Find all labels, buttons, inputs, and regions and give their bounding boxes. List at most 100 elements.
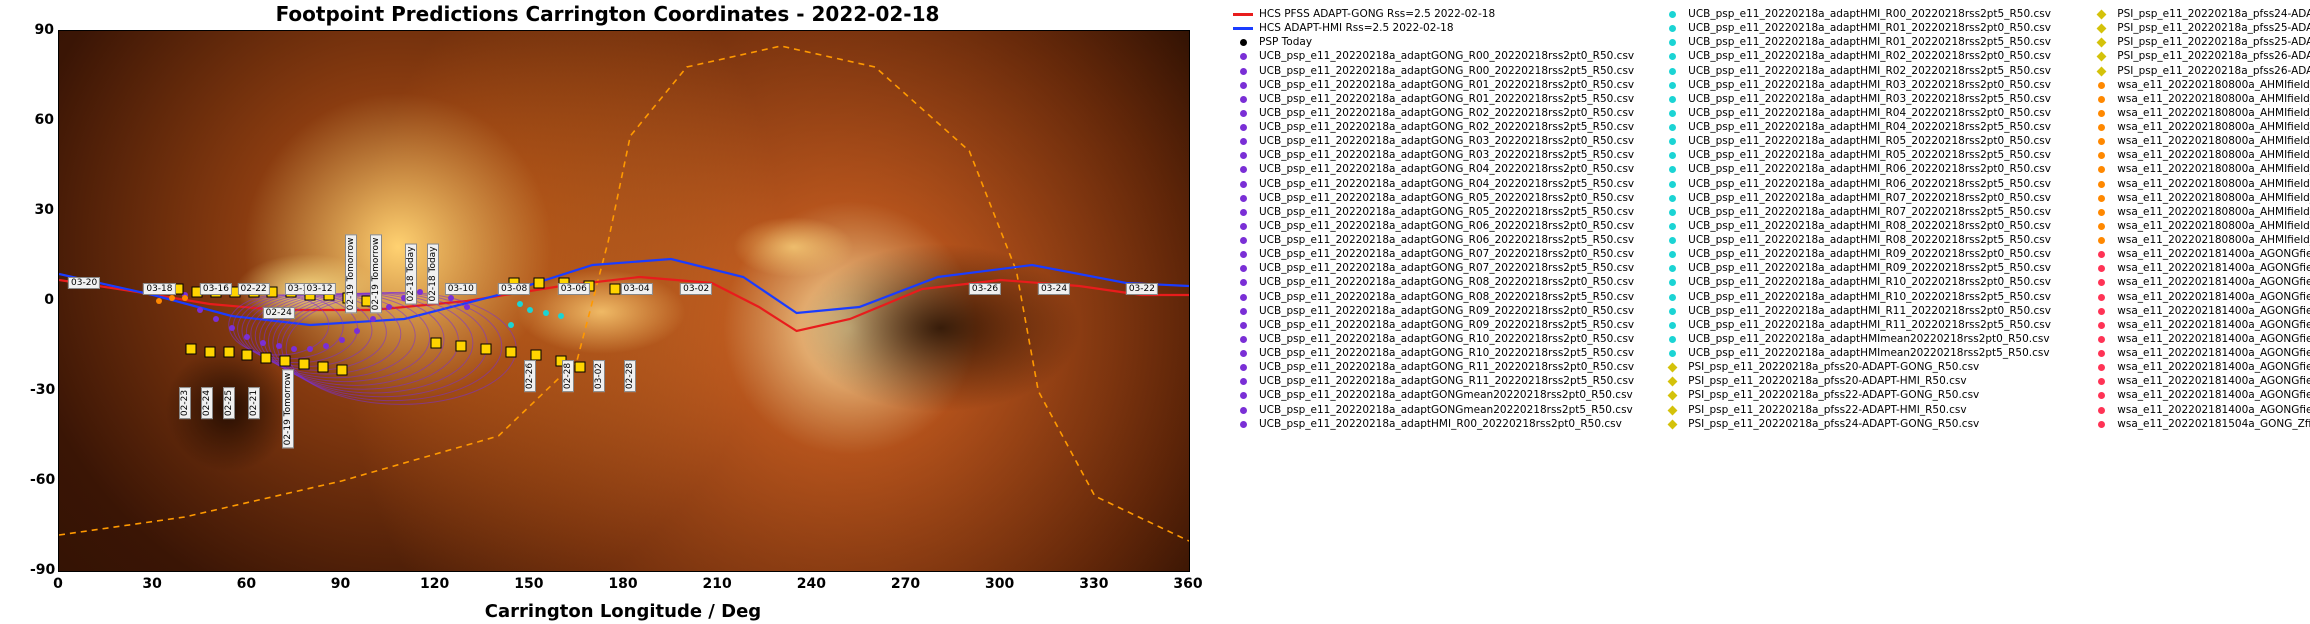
- date-annotation: 03-24: [1038, 283, 1070, 295]
- scatter-point: [339, 337, 345, 343]
- legend-entry: wsa_e11_202202180800a_AHMIfield_line1R00…: [2091, 149, 2310, 162]
- date-annotation: 02-19 Tomorrow: [370, 235, 382, 314]
- date-annotation: 03-22: [1126, 283, 1158, 295]
- legend-entry: wsa_e11_202202180800a_AHMIfield_line1R00…: [2091, 178, 2310, 191]
- legend-entry: UCB_psp_e11_20220218a_adaptHMI_R10_20220…: [1662, 276, 2063, 289]
- date-annotation: 02-25: [223, 387, 235, 419]
- legend-entry: wsa_e11_202202180800a_AHMIfield_line1R00…: [2091, 93, 2310, 106]
- date-annotation: 02-24: [263, 307, 295, 319]
- date-annotation: 02-28: [624, 360, 636, 392]
- x-tick: 210: [703, 576, 732, 592]
- track-marker: [506, 347, 517, 358]
- scatter-point: [464, 304, 470, 310]
- track-marker: [223, 347, 234, 358]
- legend-entry: wsa_e11_202202181400a_AGONGfield_line1R0…: [2091, 276, 2310, 289]
- legend-entry: UCB_psp_e11_20220218a_adaptGONG_R01_2022…: [1233, 93, 1634, 106]
- legend-entry: wsa_e11_202202181400a_AGONGfield_line1R0…: [2091, 262, 2310, 275]
- legend-entry: wsa_e11_202202181400a_AGONGfield_line1R0…: [2091, 291, 2310, 304]
- y-tick: 60: [30, 112, 54, 128]
- legend-entry: UCB_psp_e11_20220218a_adaptGONG_R06_2022…: [1233, 234, 1634, 247]
- legend-entry: UCB_psp_e11_20220218a_adaptGONG_R11_2022…: [1233, 375, 1634, 388]
- y-tick: 0: [30, 292, 54, 308]
- date-annotation: 03-08: [498, 283, 530, 295]
- date-annotation: 02-21: [248, 387, 260, 419]
- legend-entry: UCB_psp_e11_20220218a_adaptGONG_R05_2022…: [1233, 192, 1634, 205]
- legend-entry: PSI_psp_e11_20220218a_pfss22-ADAPT-HMI_R…: [1662, 404, 2063, 417]
- track-marker: [531, 350, 542, 361]
- date-annotation: 03-18: [143, 283, 175, 295]
- legend-entry: UCB_psp_e11_20220218a_adaptGONG_R08_2022…: [1233, 276, 1634, 289]
- y-tick: -60: [30, 472, 54, 488]
- x-tick: 30: [142, 576, 161, 592]
- legend-entry: UCB_psp_e11_20220218a_adaptHMI_R05_20220…: [1662, 149, 2063, 162]
- legend-entry: UCB_psp_e11_20220218a_adaptGONG_R03_2022…: [1233, 135, 1634, 148]
- legend-entry: UCB_psp_e11_20220218a_adaptGONG_R10_2022…: [1233, 333, 1634, 346]
- scatter-point: [182, 295, 188, 301]
- x-tick: 60: [237, 576, 256, 592]
- legend-entry: UCB_psp_e11_20220218a_adaptGONG_R02_2022…: [1233, 107, 1634, 120]
- legend-entry: wsa_e11_202202180800a_AHMIfield_line1R00…: [2091, 79, 2310, 92]
- legend-entry: UCB_psp_e11_20220218a_adaptGONG_R00_2022…: [1233, 50, 1634, 63]
- legend-entry: UCB_psp_e11_20220218a_adaptHMI_R08_20220…: [1662, 234, 2063, 247]
- legend-entry: UCB_psp_e11_20220218a_adaptHMI_R08_20220…: [1662, 220, 2063, 233]
- scatter-point: [558, 313, 564, 319]
- date-annotation: 02-26: [524, 360, 536, 392]
- legend-entry: UCB_psp_e11_20220218a_adaptHMImean202202…: [1662, 333, 2063, 346]
- legend-entry: wsa_e11_202202181400a_AGONGfield_line1R0…: [2091, 347, 2310, 360]
- x-axis-label: Carrington Longitude / Deg: [58, 601, 1188, 622]
- scatter-point: [508, 322, 514, 328]
- scatter-point: [543, 310, 549, 316]
- legend-entry: HCS ADAPT-HMI Rss=2.5 2022-02-18: [1233, 22, 1634, 35]
- legend-entry: UCB_psp_e11_20220218a_adaptGONG_R11_2022…: [1233, 361, 1634, 374]
- curve-layer: [59, 31, 1189, 571]
- legend-entry: wsa_e11_202202181400a_AGONGfield_line1R0…: [2091, 375, 2310, 388]
- legend-entry: UCB_psp_e11_20220218a_adaptHMI_R04_20220…: [1662, 107, 2063, 120]
- legend-entry: UCB_psp_e11_20220218a_adaptHMI_R07_20220…: [1662, 192, 2063, 205]
- legend-entry: UCB_psp_e11_20220218a_adaptHMI_R11_20220…: [1662, 319, 2063, 332]
- legend-entry: UCB_psp_e11_20220218a_adaptGONG_R04_2022…: [1233, 163, 1634, 176]
- date-annotation: 02-19 Tomorrow: [282, 370, 294, 449]
- plot-area: Footpoint Predictions Carrington Coordin…: [0, 0, 1215, 624]
- scatter-point: [169, 295, 175, 301]
- x-tick: 360: [1173, 576, 1202, 592]
- scatter-point: [197, 307, 203, 313]
- legend-entry: UCB_psp_e11_20220218a_adaptHMI_R09_20220…: [1662, 248, 2063, 261]
- date-annotation: 02-19 Tomorrow: [345, 235, 357, 314]
- legend-entry: UCB_psp_e11_20220218a_adaptGONG_R09_2022…: [1233, 305, 1634, 318]
- date-annotation: 02-18 Today: [427, 243, 439, 304]
- legend-entry: wsa_e11_202202181400a_AGONGfield_line1R0…: [2091, 361, 2310, 374]
- scatter-point: [276, 343, 282, 349]
- legend-entry: PSI_psp_e11_20220218a_pfss24-ADAPT-GONG_…: [1662, 418, 2063, 431]
- date-annotation: 03-04: [620, 283, 652, 295]
- date-annotation: 03-06: [558, 283, 590, 295]
- y-tick: 90: [30, 22, 54, 38]
- scatter-point: [448, 295, 454, 301]
- scatter-point: [229, 325, 235, 331]
- date-annotation: 03-02: [680, 283, 712, 295]
- date-annotation: 03-02: [593, 360, 605, 392]
- track-marker: [336, 365, 347, 376]
- date-annotation: 03-10: [445, 283, 477, 295]
- date-annotation: 02-18 Today: [405, 243, 417, 304]
- legend-entry: UCB_psp_e11_20220218a_adaptHMI_R06_20220…: [1662, 163, 2063, 176]
- date-annotation: 03-12: [303, 283, 335, 295]
- date-annotation: 02-28: [562, 360, 574, 392]
- legend-entry: UCB_psp_e11_20220218a_adaptHMI_R02_20220…: [1662, 65, 2063, 78]
- scatter-point: [156, 298, 162, 304]
- legend-entry: UCB_psp_e11_20220218a_adaptHMI_R11_20220…: [1662, 305, 2063, 318]
- legend-entry: UCB_psp_e11_20220218a_adaptGONG_R08_2022…: [1233, 291, 1634, 304]
- legend-entry: wsa_e11_202202181400a_AGONGfield_line1R0…: [2091, 248, 2310, 261]
- legend-entry: wsa_e11_202202180800a_AHMIfield_line1R00…: [2091, 192, 2310, 205]
- legend-entry: UCB_psp_e11_20220218a_adaptGONG_R03_2022…: [1233, 149, 1634, 162]
- x-tick: 330: [1079, 576, 1108, 592]
- track-marker: [204, 347, 215, 358]
- legend-entry: UCB_psp_e11_20220218a_adaptHMI_R01_20220…: [1662, 22, 2063, 35]
- track-marker: [455, 341, 466, 352]
- legend-entry: PSI_psp_e11_20220218a_pfss20-ADAPT-GONG_…: [1662, 361, 2063, 374]
- legend-entry: wsa_e11_202202180800a_AHMIfield_line1R00…: [2091, 121, 2310, 134]
- x-tick: 0: [53, 576, 63, 592]
- legend-entry: UCB_psp_e11_20220218a_adaptGONG_R05_2022…: [1233, 206, 1634, 219]
- scatter-point: [527, 307, 533, 313]
- track-marker: [298, 359, 309, 370]
- legend-entry: wsa_e11_202202180800a_AHMIfield_line1R01…: [2091, 234, 2310, 247]
